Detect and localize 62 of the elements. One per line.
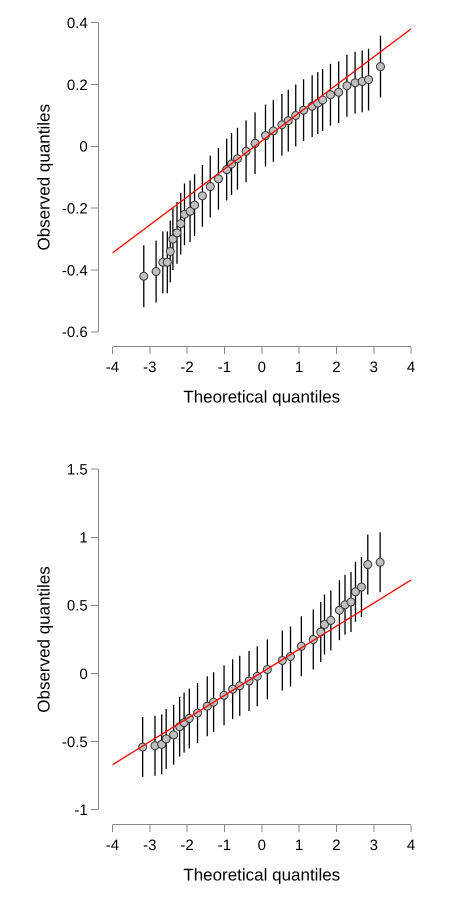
y-axis-title: Observed quantiles [34, 566, 54, 713]
point [376, 558, 385, 567]
point [166, 246, 175, 256]
x-tick-label: 4 [406, 359, 416, 376]
y-tick-label: 0 [79, 138, 88, 156]
point [152, 267, 161, 276]
y-tick-label: 0.2 [66, 76, 88, 94]
x-tick-label: 4 [406, 837, 416, 854]
point [169, 730, 178, 740]
point [320, 620, 329, 629]
x-tick-label: 2 [332, 359, 341, 376]
y-tick-label: 1.5 [66, 461, 88, 478]
x-tick-label: -4 [106, 359, 120, 376]
x-tick-label: -2 [180, 837, 194, 854]
point [363, 560, 372, 570]
point [334, 88, 344, 97]
y-tick-label: 0 [79, 666, 88, 683]
point [198, 191, 207, 200]
point [326, 90, 335, 100]
point [346, 598, 356, 607]
x-tick-label: 3 [370, 359, 378, 376]
point [139, 272, 148, 281]
point [350, 587, 360, 596]
point [186, 206, 195, 216]
point [364, 75, 374, 84]
point [172, 228, 182, 238]
y-tick-label: 0.4 [66, 14, 88, 32]
x-tick-label: -2 [180, 359, 194, 376]
x-tick-label: -1 [218, 359, 232, 376]
point [190, 200, 200, 210]
x-tick-label: 3 [370, 837, 378, 854]
point [214, 174, 223, 184]
point [176, 219, 186, 228]
x-axis-title: Theoretical quantiles [183, 865, 340, 884]
point [162, 734, 171, 744]
x-tick-label: 1 [294, 359, 304, 376]
y-tick-label: 0.5 [66, 598, 88, 615]
point [326, 616, 336, 625]
x-tick-label: -3 [143, 359, 156, 376]
point [168, 234, 178, 244]
point [318, 96, 328, 104]
y-axis-title: Observed quantiles [34, 104, 54, 251]
x-tick-label: 0 [258, 837, 266, 854]
x-tick-label: 1 [294, 837, 304, 854]
y-tick-label: -0.4 [62, 262, 88, 280]
x-tick-label: -1 [218, 837, 232, 854]
point [334, 606, 344, 615]
y-tick-label: 1 [79, 530, 88, 547]
x-tick-label: -3 [143, 837, 156, 854]
point [356, 582, 366, 592]
x-axis-title: Theoretical quantiles [183, 388, 340, 407]
x-tick-label: -4 [106, 837, 120, 854]
y-tick-label: -0.5 [62, 734, 88, 751]
x-tick-label: 2 [332, 837, 341, 854]
y-tick-label: -0.2 [62, 200, 88, 218]
y-tick-label: -0.6 [62, 324, 88, 342]
point [342, 81, 352, 90]
point [162, 258, 172, 267]
point [376, 62, 385, 72]
x-tick-label: 0 [258, 359, 266, 376]
point [206, 182, 215, 192]
y-tick-label: -1 [74, 802, 88, 819]
